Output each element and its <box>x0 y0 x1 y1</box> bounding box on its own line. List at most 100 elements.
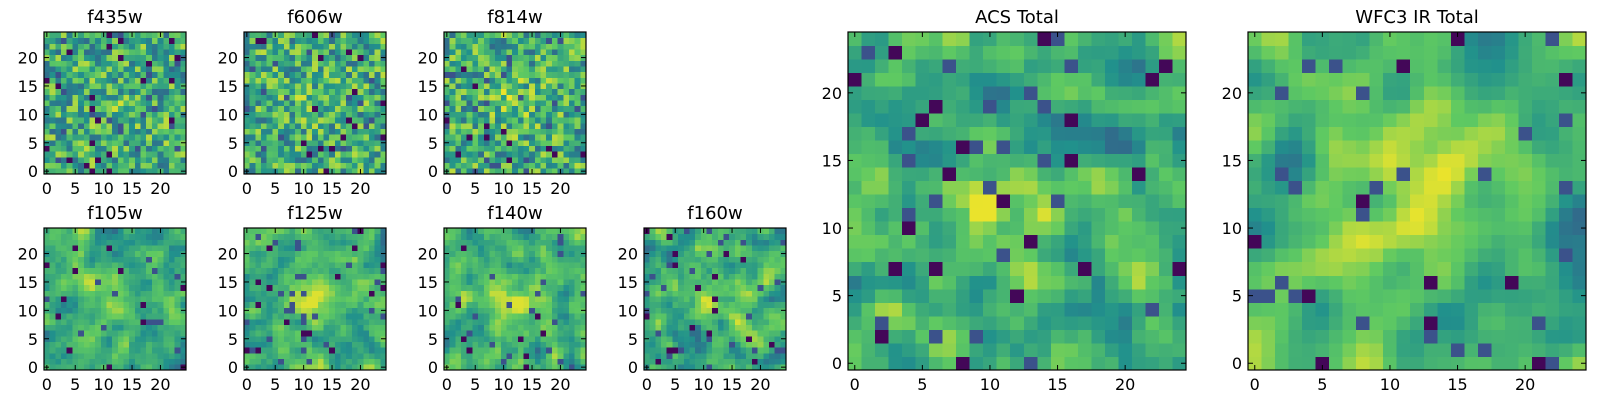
heatmap-cell <box>72 347 78 353</box>
heatmap-cell <box>267 134 273 140</box>
heatmap-cell <box>106 146 112 152</box>
heatmap-cell <box>301 313 307 319</box>
heatmap-cell <box>489 319 495 325</box>
heatmap-cell <box>563 330 569 336</box>
heatmap-cell <box>301 285 307 291</box>
heatmap-cell <box>352 330 358 336</box>
heatmap-cell <box>983 248 997 262</box>
heatmap-cell <box>95 296 101 302</box>
heatmap-cell <box>141 60 147 66</box>
heatmap-cell <box>44 285 50 291</box>
heatmap-cell <box>44 163 50 169</box>
heatmap-cell <box>689 308 695 314</box>
heatmap-cell <box>506 157 512 163</box>
heatmap-cell <box>535 285 541 291</box>
heatmap-cell <box>61 245 67 251</box>
heatmap-cell <box>141 353 147 359</box>
heatmap-cell <box>558 94 564 100</box>
heatmap-cell <box>375 308 381 314</box>
heatmap-cell <box>318 94 324 100</box>
heatmap-cell <box>158 163 164 169</box>
heatmap-cell <box>775 239 781 245</box>
heatmap-cell <box>124 66 130 72</box>
heatmap-cell <box>552 112 558 118</box>
heatmap-cell <box>518 89 524 95</box>
heatmap-cell <box>552 123 558 129</box>
heatmap-cell <box>78 302 84 308</box>
heatmap-cell <box>558 290 564 296</box>
heatmap-cell <box>278 140 284 146</box>
heatmap-cell <box>250 234 256 240</box>
heatmap-cell <box>272 245 278 251</box>
x-tick-label: 10 <box>493 375 513 394</box>
heatmap-cell <box>152 251 158 257</box>
heatmap-cell <box>501 290 507 296</box>
heatmap-cell <box>146 256 152 262</box>
heatmap-cell <box>478 129 484 135</box>
heatmap-cell <box>1010 194 1024 208</box>
heatmap-cell <box>575 157 581 163</box>
heatmap-cell <box>655 245 661 251</box>
heatmap-cell <box>706 347 712 353</box>
heatmap-cell <box>129 251 135 257</box>
heatmap-cell <box>324 112 330 118</box>
heatmap-cell <box>341 140 347 146</box>
heatmap-cell <box>61 38 67 44</box>
heatmap-cell <box>650 228 656 234</box>
heatmap-cell <box>684 308 690 314</box>
heatmap-cell <box>312 319 318 325</box>
heatmap-cell <box>306 77 312 83</box>
heatmap-cell <box>552 55 558 61</box>
heatmap-cell <box>644 285 650 291</box>
heatmap-cell <box>106 342 112 348</box>
heatmap-cell <box>569 117 575 123</box>
heatmap-cell <box>261 336 267 342</box>
heatmap-cell <box>358 129 364 135</box>
heatmap-cell <box>318 60 324 66</box>
heatmap-cell <box>535 112 541 118</box>
heatmap-cell <box>667 262 673 268</box>
heatmap-cell <box>112 100 118 106</box>
heatmap-cell <box>152 43 158 49</box>
heatmap-cell <box>272 296 278 302</box>
heatmap-cell <box>72 251 78 257</box>
heatmap-cell <box>461 336 467 342</box>
heatmap-cell <box>346 106 352 112</box>
heatmap-cell <box>158 268 164 274</box>
heatmap-cell <box>135 262 141 268</box>
heatmap-cell <box>261 83 267 89</box>
heatmap-cell <box>101 262 107 268</box>
heatmap-cell <box>775 302 781 308</box>
heatmap-cell <box>518 72 524 78</box>
heatmap-cell <box>363 296 369 302</box>
heatmap-cell <box>552 330 558 336</box>
heatmap-cell <box>101 279 107 285</box>
heatmap-cell <box>512 72 518 78</box>
heatmap-cell <box>752 245 758 251</box>
heatmap-cell <box>95 302 101 308</box>
heatmap-cell <box>495 89 501 95</box>
heatmap-cell <box>472 100 478 106</box>
heatmap-cell <box>563 359 569 365</box>
x-tick-label: 0 <box>42 179 52 198</box>
heatmap-cell <box>312 134 318 140</box>
heatmap-cell <box>484 245 490 251</box>
heatmap-cell <box>575 285 581 291</box>
heatmap-cell <box>650 330 656 336</box>
heatmap-cell <box>495 38 501 44</box>
heatmap-cell <box>135 49 141 55</box>
heatmap-cell <box>489 359 495 365</box>
heatmap-cell <box>752 228 758 234</box>
heatmap-cell <box>644 239 650 245</box>
heatmap-cell <box>346 43 352 49</box>
heatmap-cell <box>1172 329 1186 343</box>
heatmap-cell <box>261 313 267 319</box>
heatmap-cell <box>1091 289 1105 303</box>
heatmap-cell <box>341 342 347 348</box>
heatmap-cell <box>329 106 335 112</box>
heatmap-cell <box>295 296 301 302</box>
heatmap-cell <box>289 256 295 262</box>
heatmap-cell <box>306 123 312 129</box>
heatmap-cell <box>558 245 564 251</box>
heatmap-cell <box>684 268 690 274</box>
